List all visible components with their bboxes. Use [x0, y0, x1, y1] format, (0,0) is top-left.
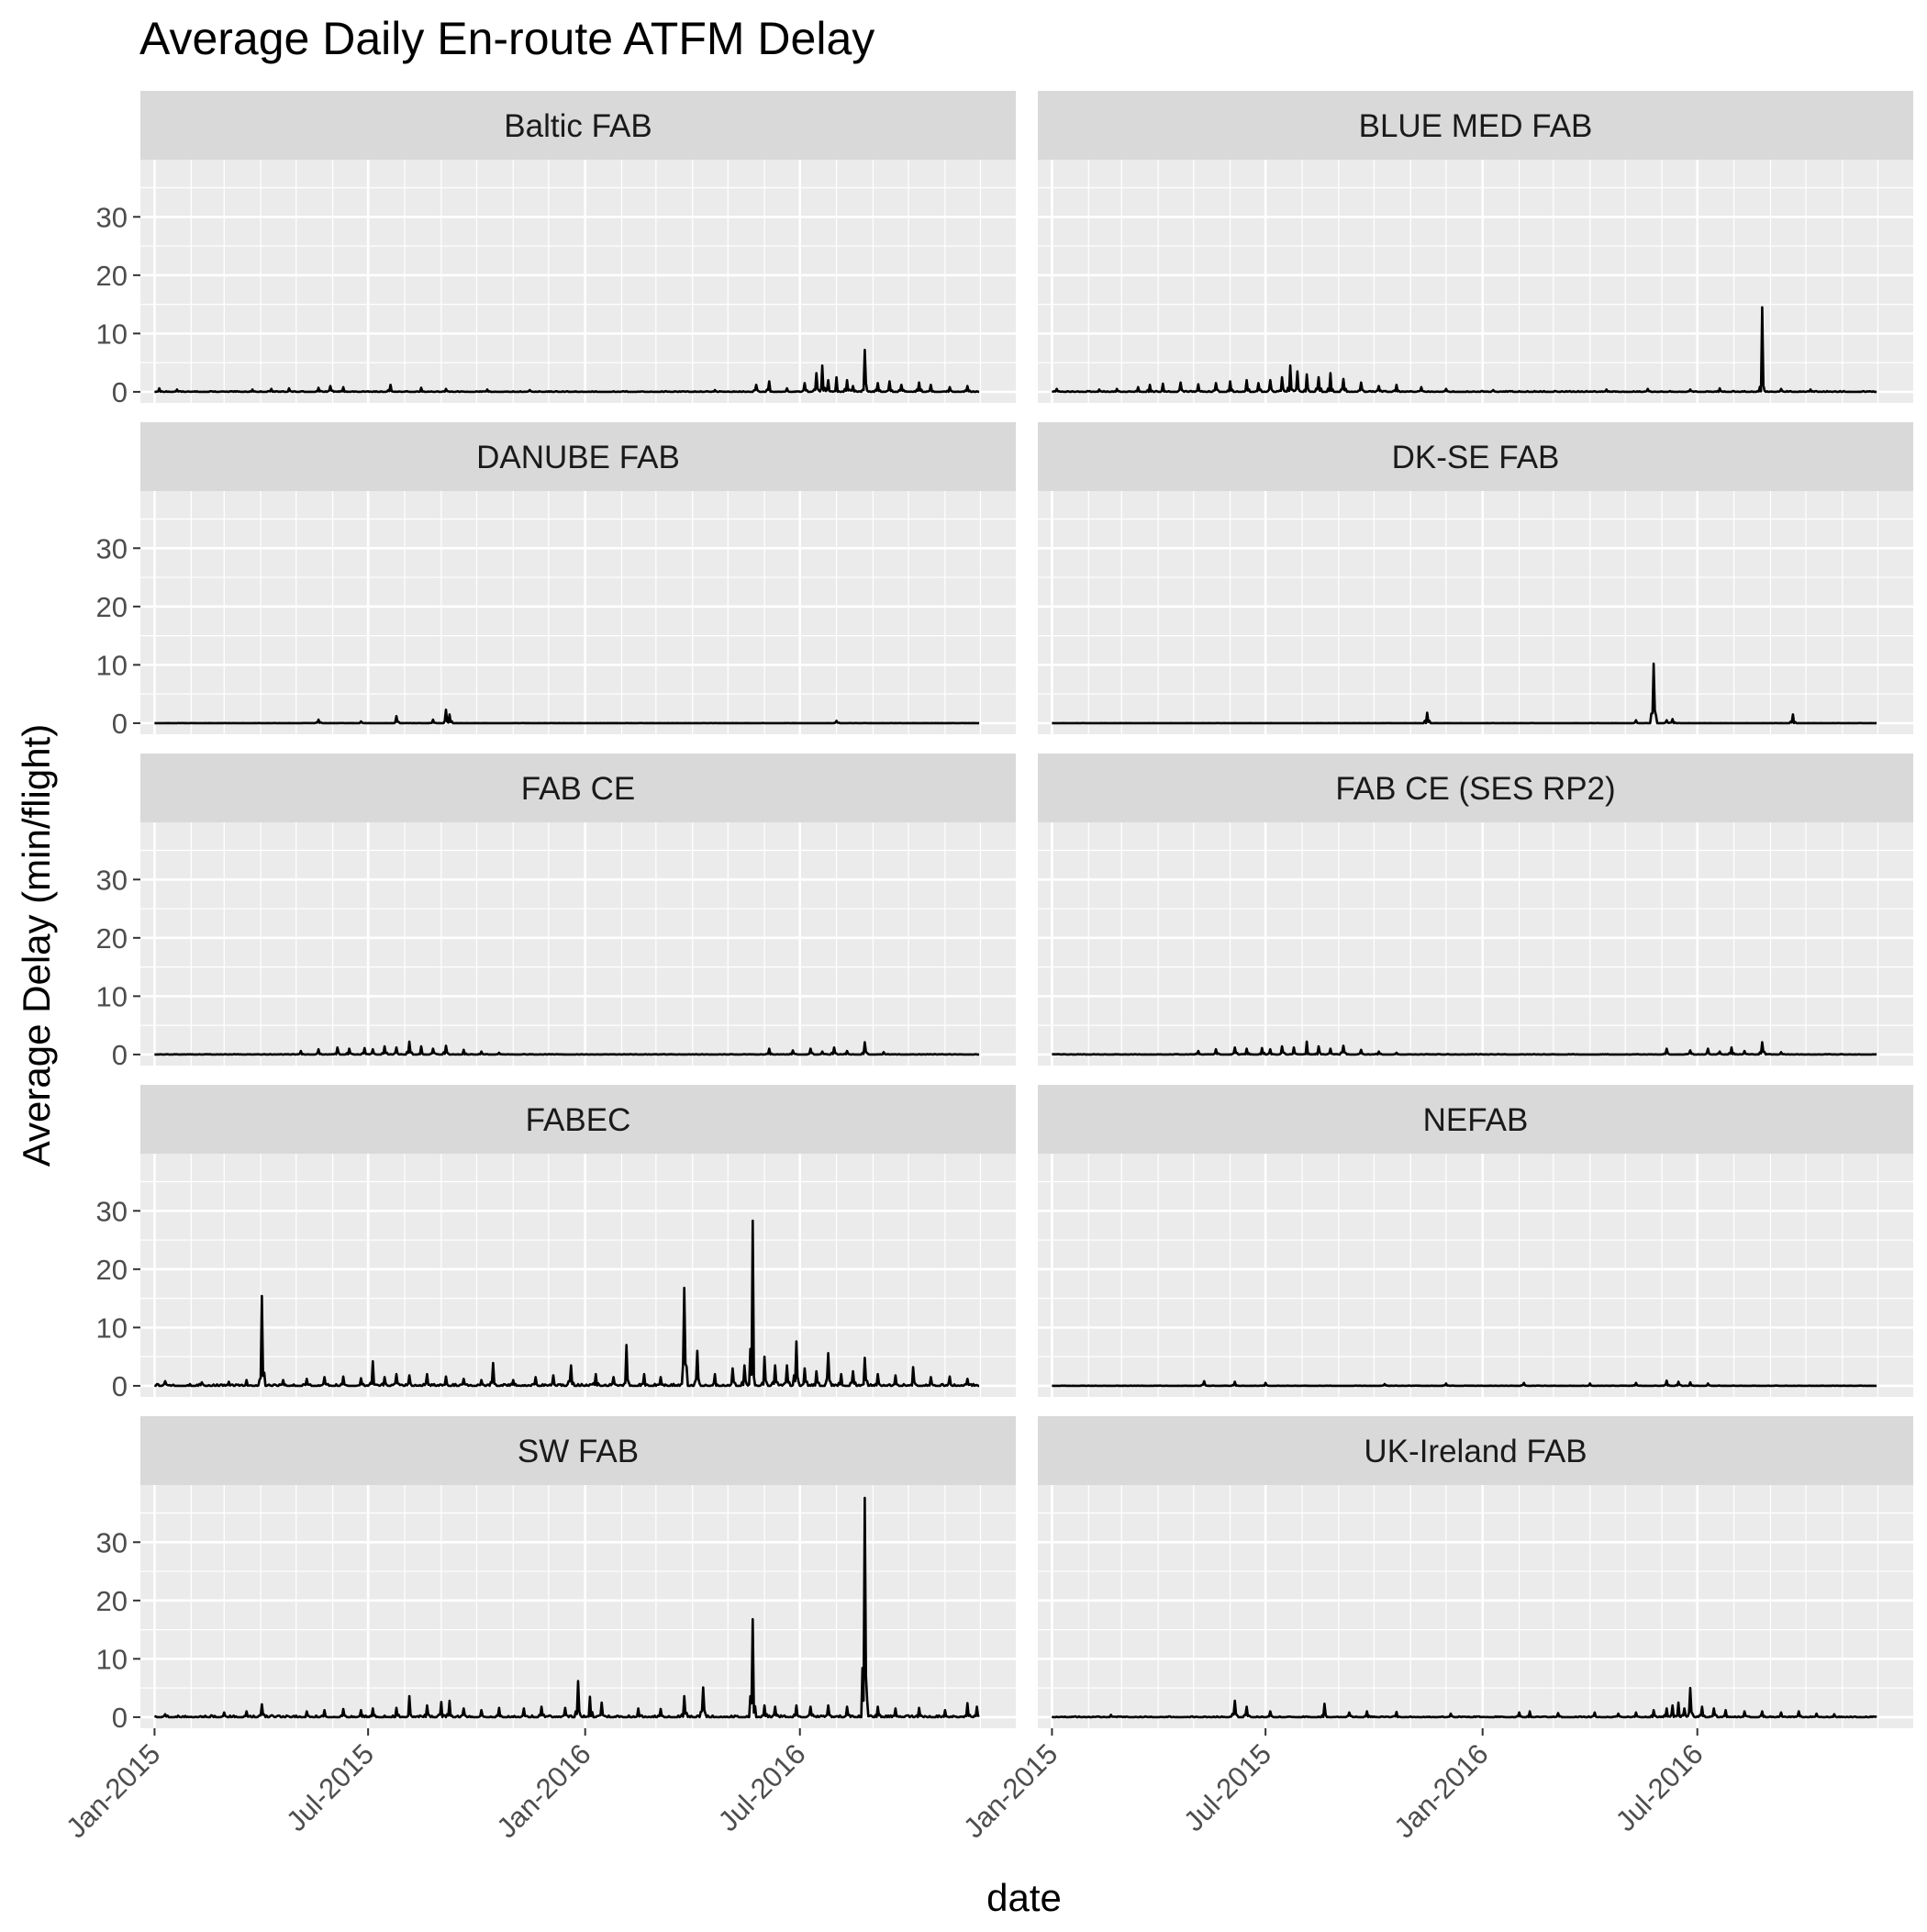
y-tick-label: 10	[96, 980, 128, 1012]
y-tick-label: 20	[96, 922, 128, 955]
facet-strip-label: FAB CE	[521, 771, 635, 807]
facet-strip	[140, 754, 1016, 822]
y-tick-label: 10	[96, 318, 128, 350]
x-axis-title: date	[986, 1876, 1062, 1919]
facet-panel: BLUE MED FAB	[1038, 91, 1913, 403]
facet-strip-label: SW FAB	[518, 1434, 639, 1469]
panel-background	[140, 822, 1016, 1066]
panel-background	[1038, 822, 1913, 1066]
facet-strip-label: UK-Ireland FAB	[1364, 1434, 1587, 1469]
series-line	[1051, 1686, 1877, 1719]
y-tick-label: 10	[96, 1643, 128, 1675]
y-tick-label: 10	[96, 649, 128, 681]
chart-title: Average Daily En-route ATFM Delay	[139, 13, 874, 64]
y-axis-title: Average Delay (min/flight)	[15, 724, 58, 1167]
facet-panel: FABEC 0 10 20 30	[96, 1085, 1016, 1402]
y-tick-label: 20	[96, 1585, 128, 1617]
series-line	[154, 1496, 980, 1719]
panel-background	[140, 1154, 1016, 1397]
facet-panel: Baltic FAB 0 10 20 30	[96, 91, 1016, 408]
facet-strip-label: DK-SE FAB	[1392, 440, 1560, 475]
facet-strip	[140, 422, 1016, 491]
series-line	[154, 1040, 980, 1056]
facet-panel: DANUBE FAB 0 10 20 30	[96, 422, 1016, 740]
series-line	[154, 1219, 980, 1388]
y-tick-label: 30	[96, 1195, 128, 1227]
facet-panel: DK-SE FAB	[1038, 422, 1913, 734]
panel-background	[1038, 1154, 1913, 1397]
series-line	[1052, 1379, 1877, 1388]
panel-background	[1038, 491, 1913, 734]
facet-strip	[140, 1416, 1016, 1485]
facet-strip-label: BLUE MED FAB	[1359, 108, 1593, 144]
facet-panels: Baltic FAB 0 10 20 30 BLUE MED FAB DANUBE FAB 0…	[60, 91, 1913, 1844]
facet-strip-label: FABEC	[526, 1102, 631, 1138]
facet-strip	[1038, 91, 1913, 160]
y-tick-label: 30	[96, 532, 128, 564]
series-line	[1052, 1040, 1877, 1056]
facet-strip-label: DANUBE FAB	[476, 440, 680, 475]
facet-panel: FAB CE (SES RP2)	[1038, 754, 1913, 1066]
panel-background	[1038, 1485, 1913, 1728]
y-tick-label: 0	[112, 1039, 128, 1071]
y-tick-label: 20	[96, 1254, 128, 1286]
y-tick-label: 0	[112, 1702, 128, 1734]
y-tick-label: 0	[112, 708, 128, 740]
y-tick-label: 10	[96, 1312, 128, 1344]
facet-strip-label: NEFAB	[1423, 1102, 1529, 1138]
series-line	[154, 709, 980, 725]
facet-strip	[140, 1085, 1016, 1154]
series-line	[1052, 662, 1877, 725]
facet-strip	[1038, 1416, 1913, 1485]
facet-strip	[1038, 754, 1913, 822]
y-tick-label: 30	[96, 864, 128, 896]
y-tick-label: 0	[112, 1370, 128, 1402]
panel-background	[140, 160, 1016, 403]
series-line	[154, 348, 980, 394]
series-line	[1052, 306, 1877, 394]
y-tick-label: 20	[96, 591, 128, 623]
facet-panel: FAB CE 0 10 20 30	[96, 754, 1016, 1071]
facet-strip	[1038, 1085, 1913, 1154]
facet-strip-label: Baltic FAB	[504, 108, 652, 144]
y-tick-label: 20	[96, 260, 128, 292]
facet-strip-label: FAB CE (SES RP2)	[1335, 771, 1615, 807]
y-tick-label: 0	[112, 376, 128, 408]
y-tick-label: 30	[96, 1526, 128, 1558]
y-tick-label: 30	[96, 201, 128, 233]
facet-panel: NEFAB	[1038, 1085, 1913, 1397]
panel-background	[1038, 160, 1913, 403]
panel-background	[140, 491, 1016, 734]
facet-strip	[1038, 422, 1913, 491]
facet-strip	[140, 91, 1016, 160]
